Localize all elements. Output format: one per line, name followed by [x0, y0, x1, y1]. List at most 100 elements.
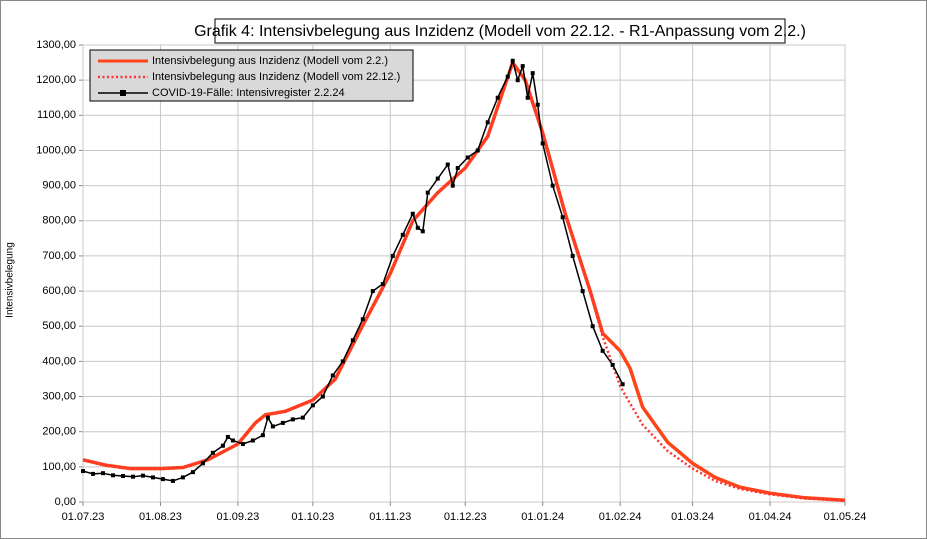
- legend-label: Intensivbelegung aus Inzidenz (Modell vo…: [152, 55, 388, 67]
- x-tick-label: 01.12.23: [444, 511, 487, 523]
- data-point: [475, 148, 480, 153]
- data-point: [465, 155, 470, 160]
- data-point: [525, 95, 530, 100]
- x-tick-label: 01.10.23: [291, 511, 334, 523]
- data-point: [320, 394, 325, 399]
- x-tick-label: 01.11.23: [369, 511, 411, 523]
- y-tick-label: 100,00: [42, 461, 76, 473]
- data-point: [200, 461, 205, 466]
- data-point: [420, 229, 425, 234]
- data-point: [415, 225, 420, 230]
- data-point: [265, 415, 270, 420]
- data-point: [600, 348, 605, 353]
- lines: [81, 58, 846, 502]
- chart-title: Grafik 4: Intensivbelegung aus Inzidenz …: [194, 23, 806, 40]
- data-point: [310, 403, 315, 408]
- data-point: [410, 211, 415, 216]
- data-point: [390, 253, 395, 258]
- data-point: [510, 58, 515, 63]
- data-point: [120, 473, 125, 478]
- data-point: [535, 102, 540, 107]
- y-tick-label: 0,00: [55, 496, 76, 508]
- data-point: [90, 471, 95, 476]
- data-point: [425, 190, 430, 195]
- data-point: [160, 477, 165, 482]
- data-point: [370, 289, 375, 294]
- data-point: [290, 417, 295, 422]
- data-point: [380, 282, 385, 287]
- y-axis-label: Intensivbelegung: [5, 242, 16, 318]
- data-point: [110, 473, 115, 478]
- y-tick-label: 1100,00: [37, 109, 76, 121]
- data-point: [220, 443, 225, 448]
- legend-label: COVID-19-Fälle: Intensivregister 2.2.24: [152, 87, 345, 99]
- y-tick-label: 800,00: [42, 215, 76, 227]
- x-tick-label: 01.07.23: [62, 511, 105, 523]
- grid: 0,00 100,00 200,00 300,00 400,00 500,00 600,00…: [36, 39, 866, 523]
- data-point: [610, 362, 615, 367]
- y-tick-label: 700,00: [42, 250, 76, 262]
- legend-marker: [120, 90, 126, 96]
- data-point: [620, 382, 625, 387]
- x-tick-label: 01.04.24: [749, 511, 792, 523]
- y-tick-label: 500,00: [42, 320, 76, 332]
- data-point: [495, 95, 500, 100]
- x-tick-label: 01.02.24: [599, 511, 642, 523]
- data-point: [530, 71, 535, 76]
- data-point: [130, 474, 135, 479]
- x-tick-label: 01.01.24: [521, 511, 564, 523]
- data-point: [570, 253, 575, 258]
- data-point: [350, 338, 355, 343]
- data-point: [180, 475, 185, 480]
- data-point: [280, 420, 285, 425]
- data-point: [455, 166, 460, 171]
- plot-area: [82, 44, 846, 503]
- data-point: [550, 183, 555, 188]
- data-point: [520, 64, 525, 69]
- title-box: [214, 18, 786, 44]
- data-point: [580, 289, 585, 294]
- y-tick-label: 900,00: [42, 180, 76, 192]
- y-tick-label: 400,00: [42, 355, 76, 367]
- y-tick-label: 1000,00: [36, 144, 76, 156]
- data-point: [170, 478, 175, 483]
- data-point: [450, 183, 455, 188]
- data-point: [400, 232, 405, 237]
- data-point: [270, 424, 275, 429]
- y-tick-label: 1300,00: [36, 39, 76, 51]
- data-point: [225, 434, 230, 439]
- x-tick-label: 01.08.23: [139, 511, 182, 523]
- data-point: [505, 74, 510, 79]
- data-point: [260, 433, 265, 438]
- y-tick-label: 200,00: [42, 426, 76, 438]
- legend-label: Intensivbelegung aus Inzidenz (Modell vo…: [152, 71, 400, 83]
- data-point: [445, 162, 450, 167]
- x-tick-label: 01.03.24: [671, 511, 714, 523]
- data-point: [230, 438, 235, 443]
- data-point: [340, 359, 345, 364]
- data-point: [540, 141, 545, 146]
- data-point: [250, 438, 255, 443]
- data-point: [100, 471, 105, 476]
- data-point: [435, 176, 440, 181]
- data-point: [210, 450, 215, 455]
- y-tick-label: 1200,00: [36, 74, 76, 86]
- data-point: [330, 373, 335, 378]
- x-tick-label: 01.05.24: [824, 511, 867, 523]
- legend: Intensivbelegung aus Inzidenz (Modell vo…: [89, 49, 414, 102]
- data-point: [515, 78, 520, 83]
- data-point: [81, 469, 85, 474]
- data-point: [485, 120, 490, 125]
- data-point: [300, 415, 305, 420]
- data-point: [560, 215, 565, 220]
- data-point: [190, 470, 195, 475]
- data-point: [590, 324, 595, 329]
- y-tick-label: 600,00: [42, 285, 76, 297]
- data-point: [140, 473, 145, 478]
- y-tick-label: 300,00: [42, 390, 76, 402]
- data-point: [360, 317, 365, 322]
- x-tick-label: 01.09.23: [216, 511, 259, 523]
- data-point: [240, 441, 245, 446]
- data-point: [150, 475, 155, 480]
